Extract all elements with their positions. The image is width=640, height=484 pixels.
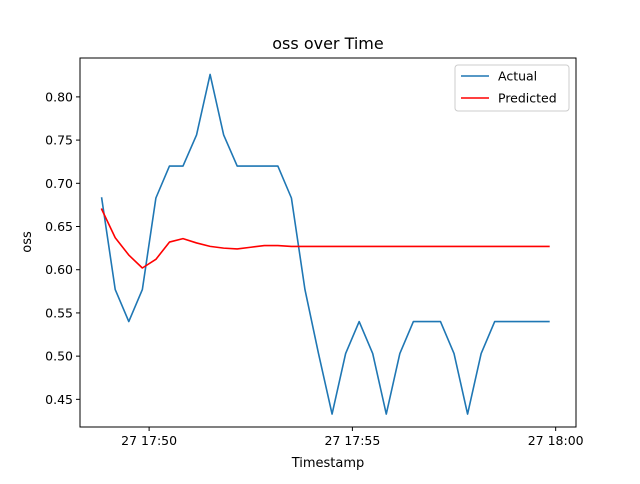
series-line-actual — [100, 73, 550, 415]
x-axis-label: Timestamp — [291, 456, 365, 471]
series-line-predicted — [100, 208, 550, 269]
y-tick-label: 0.70 — [45, 176, 73, 191]
y-axis: 0.45 0.50 0.55 0.60 0.65 0.70 0.75 0.80 — [45, 89, 80, 407]
legend-label-actual: Actual — [498, 69, 537, 84]
chart-title: oss over Time — [272, 34, 383, 53]
y-tick-label: 0.60 — [45, 262, 73, 277]
x-tick-label: 27 18:00 — [528, 433, 584, 448]
y-tick-label: 0.65 — [45, 219, 73, 234]
y-tick-label: 0.55 — [45, 305, 73, 320]
legend: Actual Predicted — [454, 64, 570, 112]
y-tick-label: 0.45 — [45, 392, 73, 407]
y-tick-label: 0.75 — [45, 133, 73, 148]
plot-lines — [100, 73, 550, 415]
y-tick-label: 0.80 — [45, 89, 73, 104]
x-tick-label: 27 17:55 — [324, 433, 380, 448]
y-axis-label: oss — [20, 231, 35, 253]
legend-label-predicted: Predicted — [498, 91, 557, 106]
x-tick-label: 27 17:50 — [121, 433, 177, 448]
plot-area-frame — [79, 57, 577, 428]
y-tick-label: 0.50 — [45, 349, 73, 364]
x-axis: 27 17:50 27 17:55 27 18:00 — [121, 427, 584, 448]
